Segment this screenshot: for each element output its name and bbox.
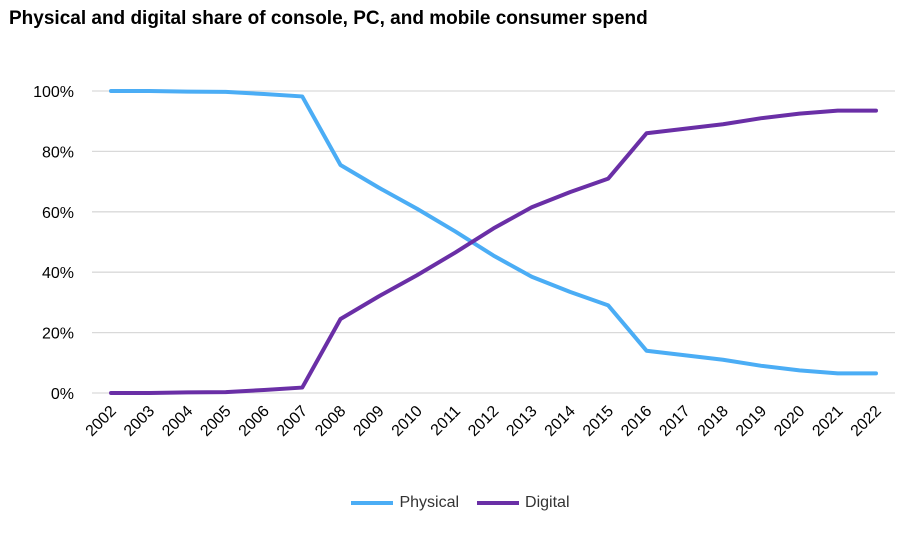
x-tick-label: 2005 — [197, 403, 234, 440]
x-tick-label: 2016 — [618, 403, 655, 440]
x-tick-label: 2006 — [236, 403, 273, 440]
x-tick-label: 2007 — [274, 403, 311, 440]
x-tick-label: 2019 — [733, 403, 770, 440]
x-tick-label: 2008 — [312, 403, 349, 440]
series-line-digital — [109, 108, 878, 395]
legend-item: Physical — [351, 494, 459, 512]
series-line-physical — [109, 89, 878, 376]
y-tick-label: 40% — [42, 265, 74, 282]
x-tick-label: 2011 — [428, 403, 464, 439]
legend: Physical Digital — [0, 494, 921, 512]
x-tick-label: 2003 — [121, 403, 158, 440]
legend-swatch — [477, 501, 520, 505]
legend-item: Digital — [477, 494, 570, 512]
x-tick-label: 2004 — [159, 403, 196, 440]
y-tick-label: 60% — [42, 205, 74, 222]
x-tick-label: 2010 — [389, 403, 426, 440]
x-tick-label: 2020 — [771, 403, 808, 440]
x-tick-label: 2013 — [503, 403, 540, 440]
x-tick-label: 2017 — [656, 403, 693, 440]
legend-label: Digital — [525, 494, 570, 511]
x-tick-label: 2014 — [542, 403, 579, 440]
legend-swatch — [351, 501, 394, 505]
y-tick-label: 80% — [42, 144, 74, 161]
y-tick-label: 100% — [33, 84, 74, 101]
y-tick-label: 0% — [51, 386, 74, 403]
x-tick-label: 2021 — [809, 403, 846, 440]
x-tick-label: 2022 — [848, 403, 885, 440]
x-tick-label: 2015 — [580, 403, 617, 440]
x-tick-label: 2002 — [83, 403, 120, 440]
chart-title: Physical and digital share of console, P… — [9, 8, 648, 29]
x-tick-label: 2012 — [465, 403, 502, 440]
y-tick-label: 20% — [42, 326, 74, 343]
legend-label: Physical — [399, 494, 460, 511]
x-tick-label: 2009 — [350, 403, 387, 440]
x-tick-label: 2018 — [695, 403, 732, 440]
